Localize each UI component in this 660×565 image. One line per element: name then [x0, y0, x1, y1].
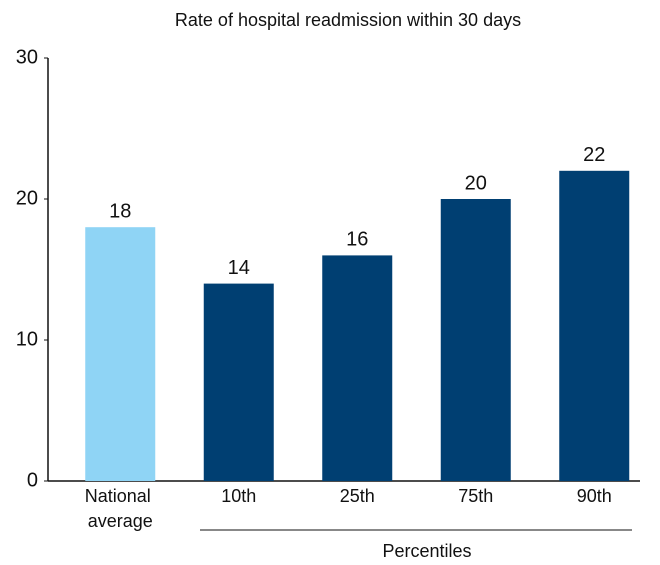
bar: [322, 255, 393, 481]
bar: [440, 199, 511, 481]
chart-title: Rate of hospital readmission within 30 d…: [175, 10, 521, 30]
x-tick-label: 25th: [340, 486, 375, 506]
y-tick-label: 30: [16, 46, 38, 68]
x-tick-label: 90th: [577, 486, 612, 506]
x-tick-label: 75th: [458, 486, 493, 506]
bar: [203, 283, 274, 481]
y-tick-label: 0: [27, 469, 38, 491]
data-label: 14: [228, 257, 250, 279]
bar: [85, 227, 156, 481]
y-tick-label: 10: [16, 328, 38, 350]
data-label: 18: [109, 200, 131, 222]
data-label: 20: [465, 172, 487, 194]
x-tick-label: 10th: [221, 486, 256, 506]
group-label: Percentiles: [382, 541, 471, 561]
data-label: 16: [346, 229, 368, 251]
x-tick-label: National average: [85, 486, 156, 531]
y-tick-label: 20: [16, 187, 38, 209]
data-label: 22: [583, 144, 605, 166]
bar: [559, 170, 630, 482]
